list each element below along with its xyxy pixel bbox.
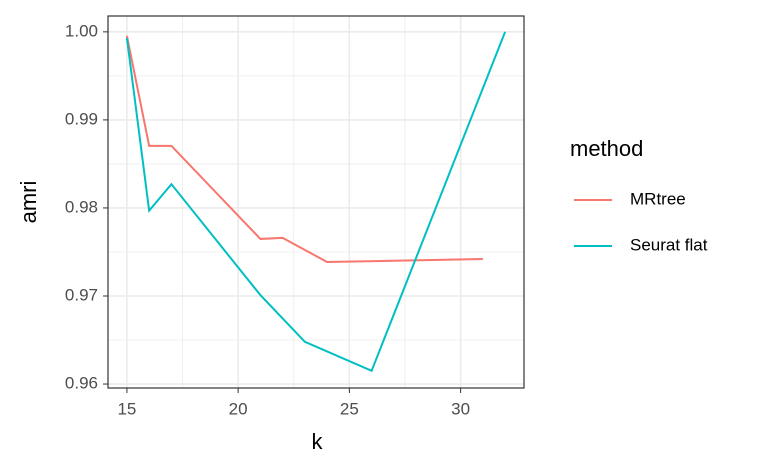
x-tick-label: 25 [340, 399, 359, 418]
y-tick-label: 0.96 [65, 374, 98, 393]
legend-label: Seurat flat [630, 235, 708, 254]
panel-border [107, 15, 525, 389]
legend-title: method [570, 136, 643, 161]
y-tick-label: 0.97 [65, 285, 98, 304]
x-tick-label: 20 [229, 399, 248, 418]
y-tick-label: 0.99 [65, 109, 98, 128]
x-axis-title: k [312, 429, 324, 454]
y-tick-label: 1.00 [65, 21, 98, 40]
line [125, 35, 483, 264]
y-tick-label: 0.98 [65, 197, 98, 216]
x-tick-label: 15 [117, 399, 136, 418]
legend-label: MRtree [630, 189, 686, 208]
x-tick-label: 30 [451, 399, 470, 418]
line [125, 31, 507, 373]
y-axis-title: amri [16, 181, 41, 224]
